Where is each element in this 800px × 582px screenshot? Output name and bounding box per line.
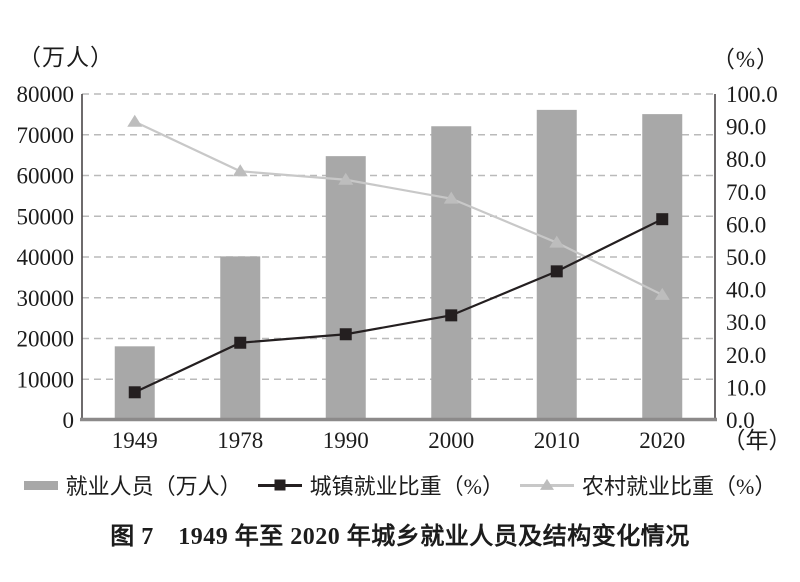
y-tick-label-left: 40000 [17,245,75,270]
legend-item-rural-share: 农村就业比重（%） [520,469,776,501]
y-tick-label-left: 60000 [17,164,75,189]
y-tick-label-right: 60.0 [726,212,766,237]
triangle-marker-line-icon [520,478,574,490]
rural-share-line [134,120,663,296]
y-tick-label-right: 40.0 [726,278,766,303]
y-tick-label-left: 50000 [17,204,75,229]
left-axis-unit-label: （万人） [18,45,114,70]
y-tick-label-right: 20.0 [726,343,766,368]
urban-share-line [134,218,663,394]
y-tick-label-right: 30.0 [726,310,766,335]
urban-share-marker-1949 [128,386,141,399]
y-tick-label-right: 70.0 [726,180,766,205]
y-tick-label-right: 90.0 [726,115,766,140]
x-tick-label: 2000 [428,428,474,453]
rural-share-marker-2000 [443,191,459,204]
bar-2020 [642,114,683,420]
rural-share-marker-2020 [654,287,670,300]
y-tick-label-left: 30000 [17,286,75,311]
urban-share-marker-1990 [339,328,352,341]
chart-plot-area: 0 10000 20000 30000 40000 50000 60000 70000 8000… [17,82,792,453]
rural-share-marker-1990 [338,172,354,185]
chart-legend: 就业人员（万人） 城镇就业比重（%） 农村就业比重（%） [0,468,800,502]
legend-label-rural-share: 农村就业比重（%） [582,474,777,499]
y-tick-label-right: 80.0 [726,147,766,172]
bar-1990 [325,156,366,420]
x-tick-label: 2010 [534,428,580,453]
y-tick-label-right: 0.0 [726,408,755,433]
x-tick-label: 1978 [217,428,263,453]
y-tick-label-left: 0 [63,408,75,433]
rural-share-marker-1978 [232,164,248,177]
square-marker-line-icon [257,479,302,491]
y-tick-label-left: 20000 [17,327,75,352]
rural-share-marker-1949 [127,114,143,127]
y-tick-label-left: 70000 [17,123,75,148]
legend-label-employment: 就业人员（万人） [65,474,242,499]
legend-label-urban-share: 城镇就业比重（%） [309,474,504,499]
y-tick-label-right: 100.0 [726,82,778,107]
urban-share-marker-2010 [550,265,563,278]
y-tick-label-left: 80000 [17,82,75,107]
legend-item-employment: 就业人员（万人） [23,469,242,501]
x-tick-label: 2020 [639,428,685,453]
right-axis-unit-label: （%） [711,47,780,72]
legend-item-urban-share: 城镇就业比重（%） [257,469,504,501]
x-tick-label: 1990 [323,428,369,453]
bar-2000 [431,126,472,420]
urban-share-marker-2000 [445,309,458,322]
urban-share-marker-2020 [656,213,669,226]
x-unit-label: （年） [723,428,792,453]
bar-swatch-icon [23,480,58,490]
y-tick-label-right: 50.0 [726,245,766,270]
y-tick-label-right: 10.0 [726,375,766,400]
rural-share-marker-2010 [549,235,565,248]
x-tick-label: 1949 [112,428,158,453]
y-tick-label-left: 10000 [17,367,75,392]
figure-caption: 图 7 1949 年至 2020 年城乡就业人员及结构变化情况 [110,524,690,550]
urban-share-marker-1978 [234,336,247,349]
bar-1949 [114,346,155,420]
